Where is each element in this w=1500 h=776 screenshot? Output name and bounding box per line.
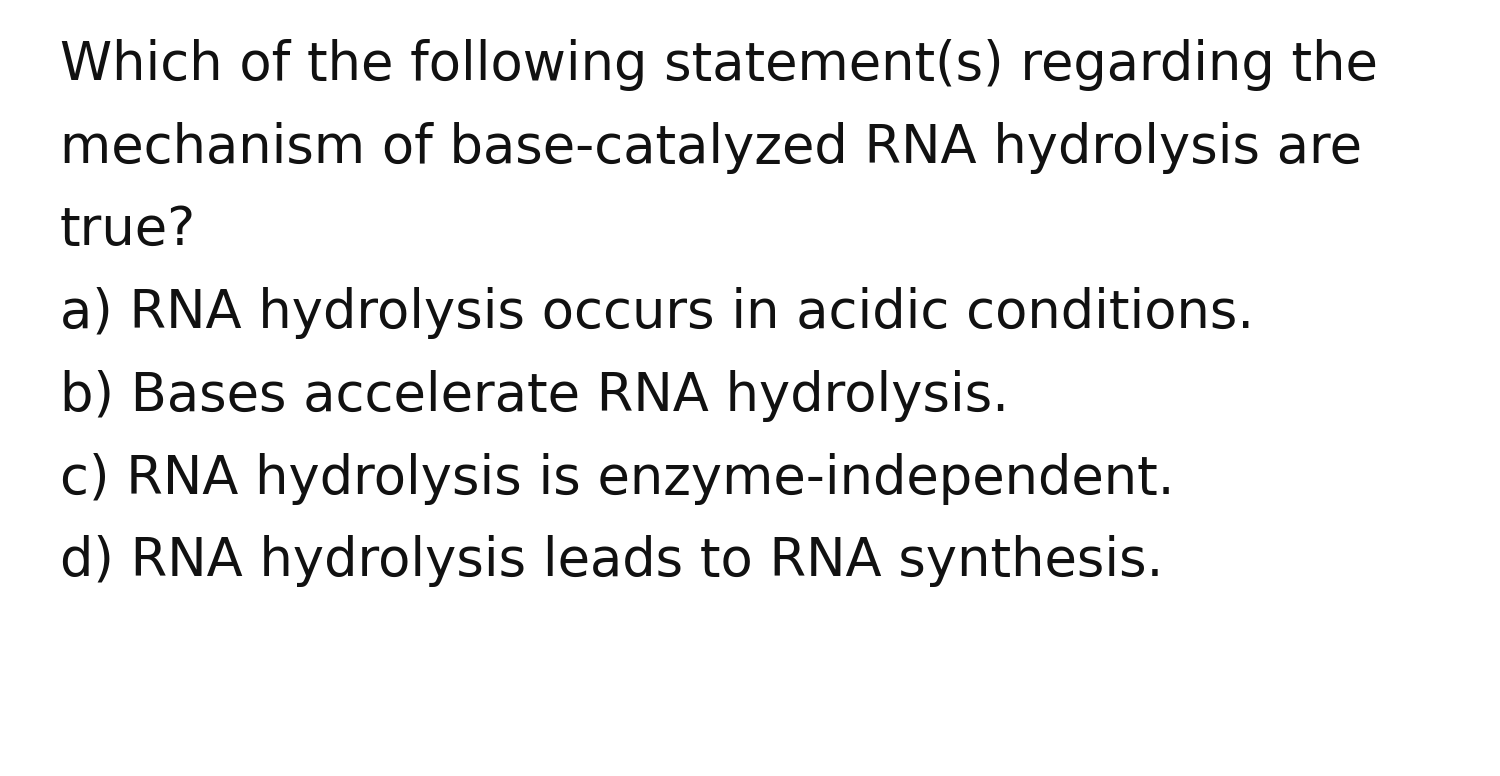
Text: Which of the following statement(s) regarding the
mechanism of base-catalyzed RN: Which of the following statement(s) rega… [60, 39, 1378, 587]
